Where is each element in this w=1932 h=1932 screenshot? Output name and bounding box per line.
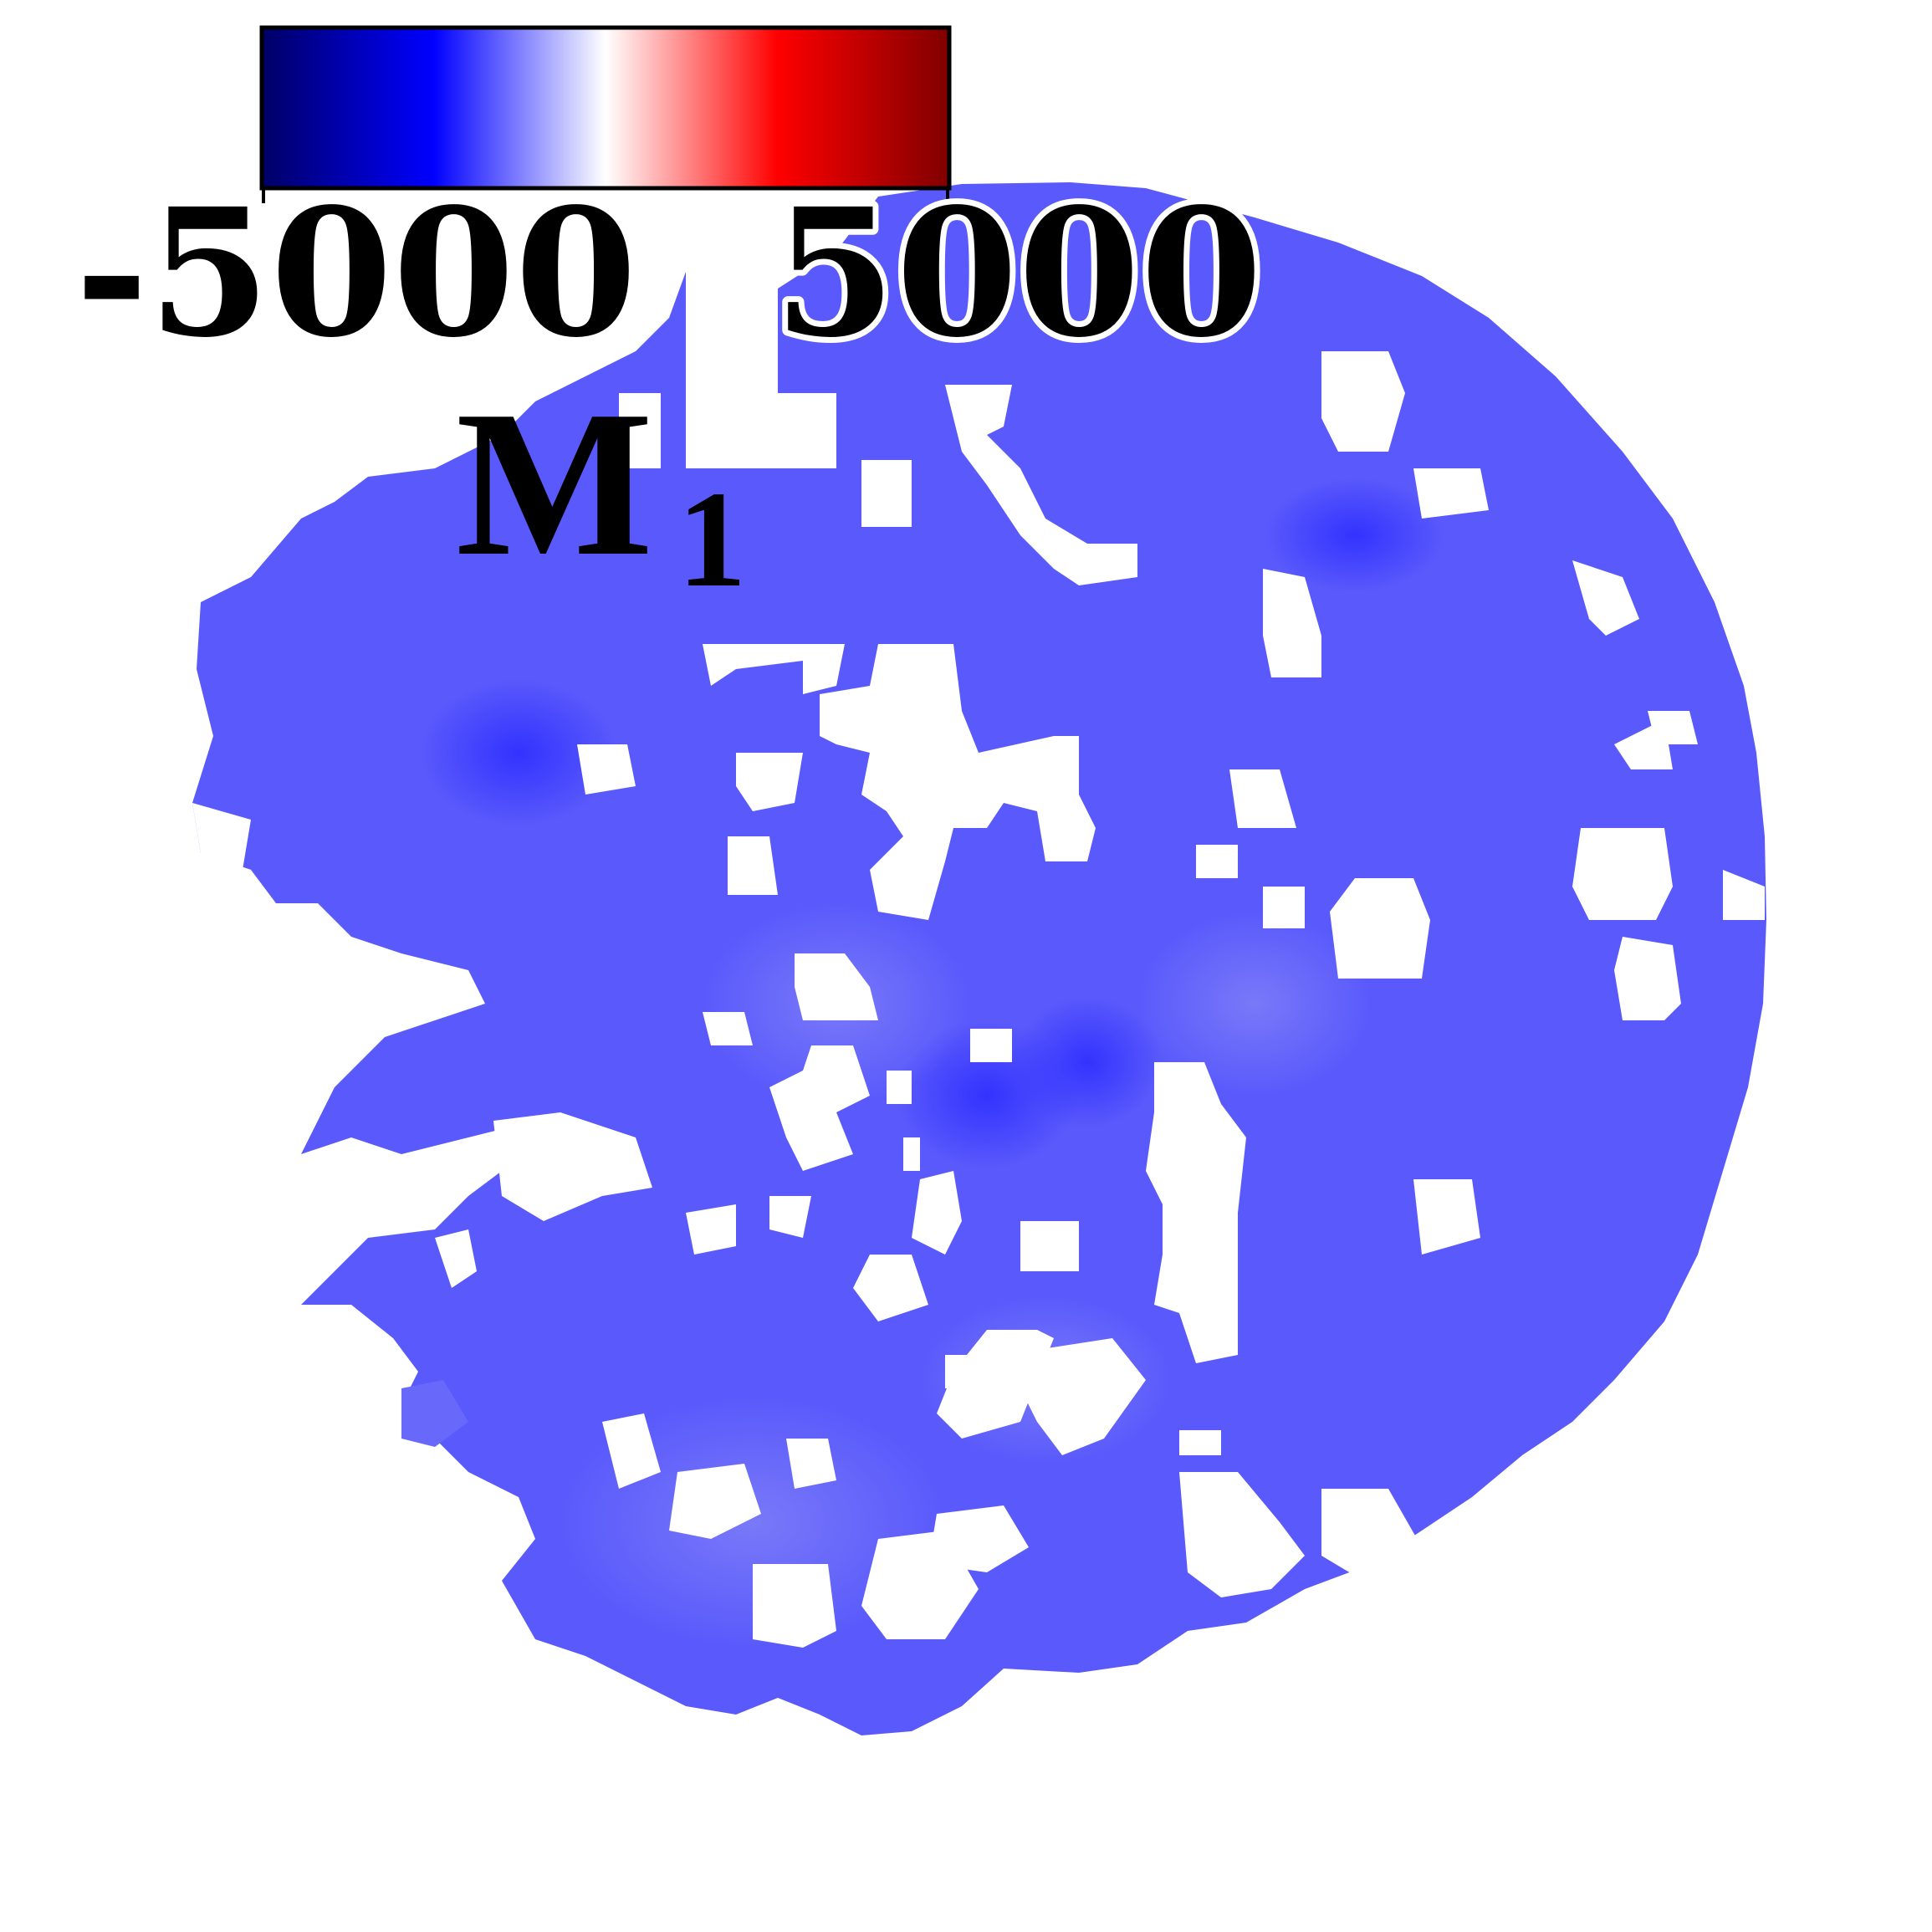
panel-label: M 1 [456, 368, 747, 616]
map-fill-lobe [401, 1380, 468, 1447]
velocity-low-region [1012, 995, 1163, 1129]
velocity-low-region [1263, 477, 1447, 594]
moment-map [192, 182, 1766, 1735]
velocity-low-region [418, 677, 619, 828]
colorbar-gradient [259, 25, 952, 191]
panel-label-main: M [456, 368, 653, 600]
velocity-high-region [1137, 912, 1372, 1096]
masked-regions [192, 263, 1765, 1648]
colorbar-min-label: -5000 [75, 170, 637, 376]
panel-label-subscript: 1 [677, 463, 747, 616]
colorbar-max-label: 5000 [774, 170, 1262, 376]
colorbar: -5000 5000 [69, 25, 1268, 382]
